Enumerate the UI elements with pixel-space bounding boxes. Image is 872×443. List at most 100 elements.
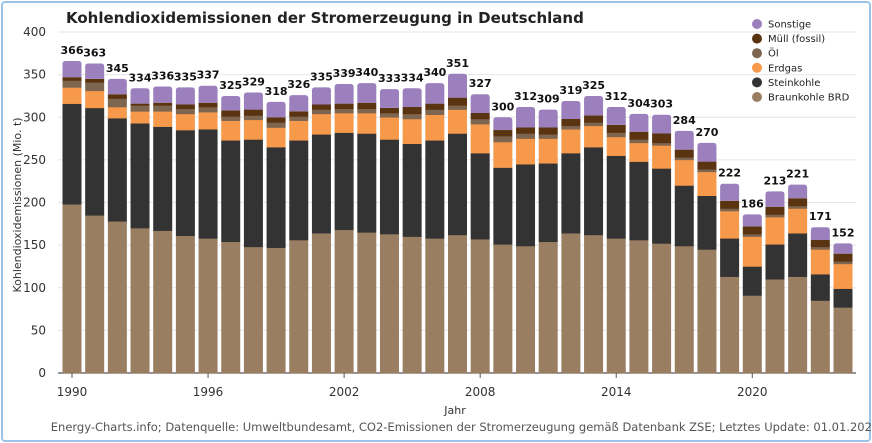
bar-segment-Müll (fossil) [765, 206, 785, 215]
legend-marker [752, 48, 762, 59]
x-tick-label: 2014 [601, 385, 632, 399]
bar-2014 [606, 107, 626, 374]
bar-segment-Öl [674, 157, 694, 161]
legend-item[interactable]: Sonstige [752, 19, 811, 31]
bar-2021 [765, 191, 785, 374]
bar-segment-Braunkohle BRD [765, 279, 785, 374]
total-label: 335 [310, 70, 333, 83]
footer-source: Energy-Charts.info; Datenquelle: Umweltb… [51, 420, 872, 434]
bar-segment-Sonstige [697, 142, 717, 162]
bar-2024 [833, 243, 853, 374]
total-label: 363 [83, 47, 106, 60]
legend-item[interactable]: Öl [752, 47, 779, 60]
total-label: 351 [446, 57, 469, 70]
bar-segment-Steinkohle [493, 167, 513, 245]
legend-marker [752, 33, 762, 44]
bar-1997 [221, 95, 241, 374]
bar-segment-Braunkohle BRD [425, 238, 445, 374]
bar-segment-Erdgas [720, 211, 740, 239]
legend-marker [752, 19, 762, 29]
bar-segment-Sonstige [788, 184, 808, 199]
bar-segment-Erdgas [470, 124, 490, 154]
legend-item[interactable]: Erdgas [752, 62, 802, 75]
bar-segment-Müll (fossil) [62, 77, 82, 81]
total-label: 221 [786, 168, 809, 181]
bar-segment-Erdgas [561, 129, 581, 154]
bar-segment-Erdgas [198, 112, 218, 130]
total-label: 340 [423, 66, 446, 79]
bar-segment-Erdgas [425, 114, 445, 141]
bar-segment-Erdgas [493, 141, 513, 168]
bar-segment-Erdgas [448, 109, 467, 134]
bar-1991 [85, 63, 105, 374]
bar-segment-Erdgas [516, 138, 536, 165]
bar-segment-Steinkohle [198, 129, 218, 239]
total-label: 366 [61, 44, 84, 57]
total-label: 284 [673, 114, 696, 127]
bar-segment-Braunkohle BRD [652, 243, 672, 374]
bar-segment-Sonstige [311, 87, 331, 105]
bar-segment-Erdgas [629, 142, 649, 162]
legend-item[interactable]: Steinkohle [752, 77, 820, 89]
bar-segment-Sonstige [289, 95, 309, 112]
bar-segment-Braunkohle BRD [85, 215, 105, 374]
total-label: 312 [605, 90, 628, 103]
bar-segment-Steinkohle [402, 143, 422, 237]
bar-segment-Sonstige [334, 84, 354, 104]
bar-segment-Öl [765, 214, 785, 218]
bar-segment-Müll (fossil) [425, 103, 445, 110]
total-label: 334 [401, 71, 424, 84]
bar-segment-Steinkohle [175, 130, 195, 237]
bar-segment-Müll (fossil) [448, 97, 467, 106]
total-label: 335 [174, 70, 197, 83]
bar-segment-Sonstige [175, 87, 195, 105]
total-label: 304 [627, 97, 650, 110]
bar-segment-Steinkohle [448, 133, 467, 236]
legend-label: Sonstige [768, 20, 811, 31]
bar-segment-Sonstige [357, 83, 377, 103]
bar-segment-Steinkohle [765, 244, 785, 280]
bar-segment-Steinkohle [334, 132, 354, 231]
bar-segment-Steinkohle [266, 147, 286, 248]
bar-segment-Sonstige [765, 191, 785, 207]
legend-item[interactable]: Müll (fossil) [752, 33, 825, 46]
bar-2022 [788, 184, 808, 374]
bar-segment-Erdgas [765, 216, 785, 245]
x-tick-label: 1990 [57, 385, 88, 399]
total-label: 339 [333, 67, 356, 80]
bar-segment-Öl [334, 108, 354, 114]
bar-segment-Erdgas [62, 87, 82, 104]
bar-segment-Sonstige [243, 92, 263, 110]
bar-segment-Braunkohle BRD [175, 235, 195, 374]
bar-2000 [289, 95, 309, 374]
bar-segment-Sonstige [674, 130, 694, 150]
y-tick-label: 350 [23, 68, 46, 82]
bar-segment-Sonstige [606, 107, 626, 125]
bar-segment-Steinkohle [538, 163, 558, 243]
total-label: 340 [355, 66, 378, 79]
bar-segment-Müll (fossil) [720, 200, 740, 209]
bar-segment-Sonstige [379, 89, 399, 108]
bar-segment-Öl [243, 115, 263, 121]
total-label: 327 [469, 77, 492, 90]
bar-segment-Braunkohle BRD [470, 239, 490, 374]
bar-segment-Müll (fossil) [334, 103, 354, 110]
bar-segment-Erdgas [221, 120, 241, 141]
bar-segment-Steinkohle [357, 133, 377, 233]
bar-segment-Sonstige [584, 95, 604, 116]
bar-segment-Öl [311, 109, 331, 115]
bar-segment-Öl [810, 246, 830, 250]
x-tick-label: 2020 [737, 385, 768, 399]
bar-segment-Müll (fossil) [538, 127, 558, 135]
total-label: 336 [151, 70, 174, 83]
bar-segment-Öl [561, 125, 581, 130]
legend-item[interactable]: Braunkohle BRD [752, 92, 850, 104]
bar-segment-Öl [584, 122, 604, 127]
bar-segment-Braunkohle BRD [402, 236, 422, 374]
total-label: 326 [287, 78, 310, 91]
bar-segment-Sonstige [221, 95, 241, 111]
bar-segment-Öl [629, 139, 649, 144]
bar-2009 [493, 117, 513, 374]
y-tick-label: 250 [23, 153, 46, 167]
bar-segment-Öl [538, 134, 558, 139]
